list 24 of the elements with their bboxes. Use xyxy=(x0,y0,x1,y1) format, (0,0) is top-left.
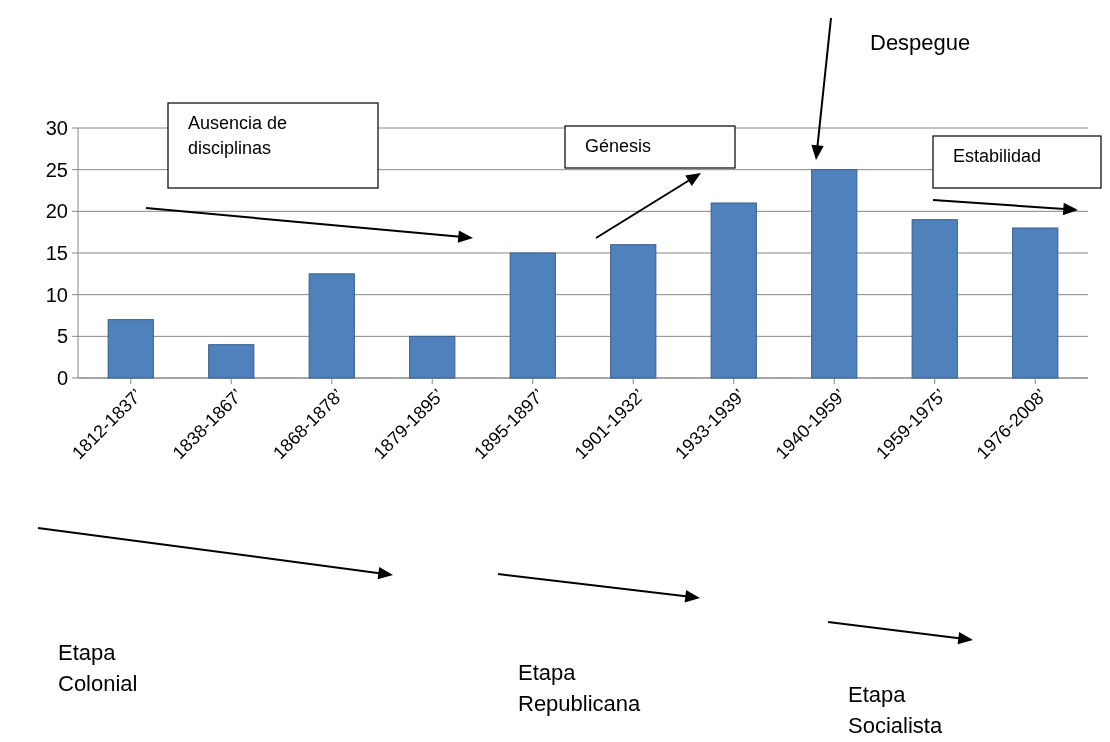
y-tick-label: 25 xyxy=(45,158,68,181)
bar xyxy=(409,335,456,379)
annotation: Estabilidad xyxy=(953,146,1042,166)
bar xyxy=(509,252,556,379)
text: Etapa Colonial xyxy=(58,640,138,696)
bar xyxy=(107,319,154,379)
bar xyxy=(710,202,757,379)
y-tick-label: 5 xyxy=(56,325,68,348)
bar xyxy=(610,244,657,379)
annotation: Génesis xyxy=(585,136,652,156)
y-tick-label: 30 xyxy=(45,117,68,139)
y-tick-label: 15 xyxy=(45,242,68,264)
text: Etapa Republicana xyxy=(518,660,642,716)
bar xyxy=(208,344,255,379)
y-tick-label: 10 xyxy=(45,283,68,306)
text: Despegue xyxy=(870,30,971,55)
text: Etapa Socialista xyxy=(848,682,943,738)
y-tick-label: 20 xyxy=(45,200,68,223)
bar xyxy=(1012,227,1059,379)
bar xyxy=(308,273,355,379)
bar xyxy=(911,219,958,379)
annotation: Ausencia de disciplinas xyxy=(188,113,288,159)
bar xyxy=(811,169,858,379)
y-tick-label: 0 xyxy=(56,367,68,389)
